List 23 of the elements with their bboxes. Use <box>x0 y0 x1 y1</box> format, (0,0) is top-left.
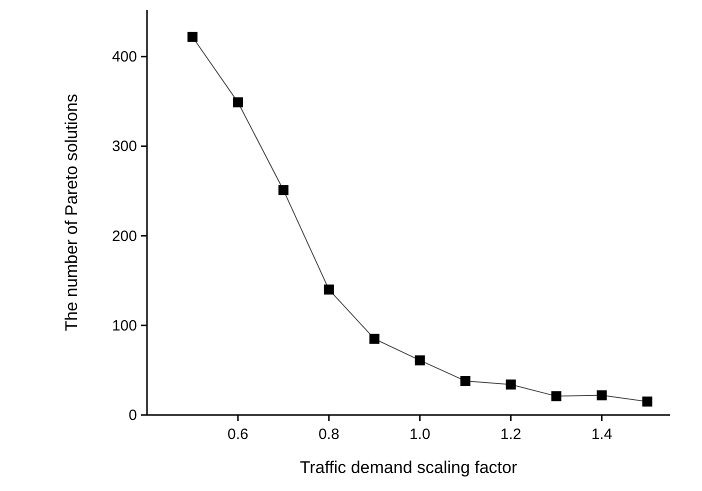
x-tick-label: 1.2 <box>500 426 522 443</box>
point <box>460 376 470 386</box>
point <box>232 97 243 108</box>
y-tick-label: 200 <box>112 228 137 245</box>
x-tick-label: 1.0 <box>409 426 430 443</box>
point <box>642 396 652 407</box>
point <box>506 380 516 390</box>
point <box>414 355 425 366</box>
point <box>369 334 380 344</box>
x-axis-title: Traffic demand scaling factor <box>300 458 518 477</box>
point <box>324 284 334 295</box>
x-tick-label: 1.4 <box>591 426 612 443</box>
y-tick-label: 0 <box>128 407 137 424</box>
y-axis-title: The number of Pareto solutions <box>62 94 81 332</box>
y-tick-label: 100 <box>112 317 137 334</box>
x-tick-label: 0.8 <box>318 426 340 443</box>
x-tick-label: 0.6 <box>228 426 248 443</box>
point <box>278 185 288 196</box>
y-tick-label: 300 <box>112 138 137 156</box>
point <box>596 390 607 400</box>
y-tick-label: 400 <box>112 48 137 66</box>
point <box>187 32 198 42</box>
point <box>551 391 562 402</box>
